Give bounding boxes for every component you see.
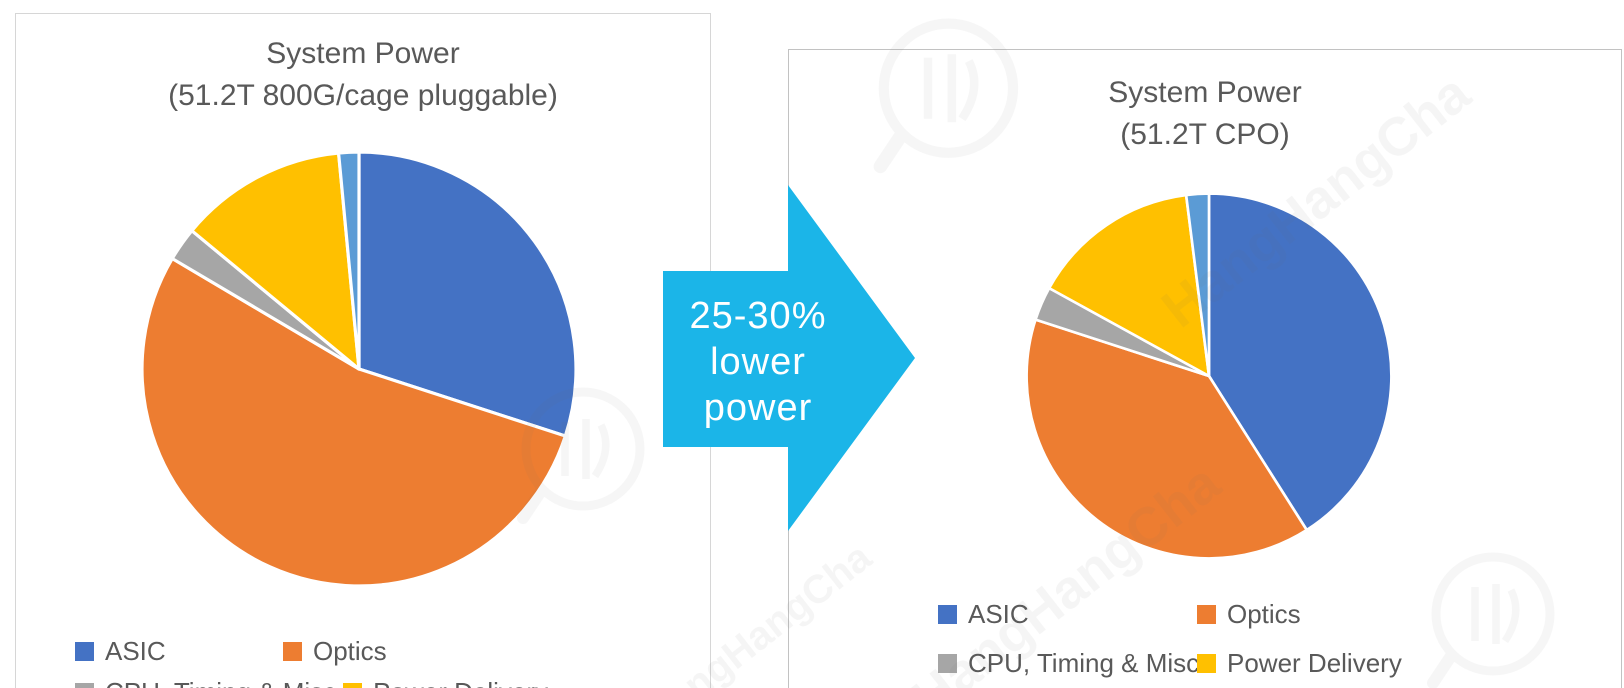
panel-cpo-chart: System Power (51.2T CPO) ASIC Optics CPU… (788, 49, 1622, 688)
legend-label-power-delivery: Power Delivery (373, 677, 548, 688)
arrow-shape (663, 185, 915, 531)
arrow-label-line2: lower (710, 341, 806, 383)
legend-item-cpu-timing-misc: CPU, Timing & Misc (938, 648, 1199, 679)
legend-label-cpu-timing-misc: CPU, Timing & Misc (105, 677, 336, 688)
legend-item-asic: ASIC (938, 599, 1029, 630)
lower-power-arrow (663, 185, 915, 531)
legend-label-optics: Optics (313, 636, 387, 666)
legend-item-cpu-timing-misc: CPU, Timing & Misc (75, 677, 336, 688)
pie-slice-unlabeled (337, 150, 361, 371)
legend-swatch-asic (75, 642, 94, 661)
pie-chart-cpo (1025, 192, 1393, 560)
pie-slice-asic (357, 150, 578, 438)
pie-slice-optics (140, 256, 567, 588)
legend-item-asic: ASIC (75, 636, 166, 667)
legend-label-power-delivery: Power Delivery (1227, 648, 1402, 678)
chart-title-pluggable: System Power (51.2T 800G/cage pluggable) (16, 33, 710, 117)
arrow-label-line1: 25-30% (689, 295, 827, 337)
chart-title-pluggable-line2: (51.2T 800G/cage pluggable) (168, 79, 558, 112)
legend-item-power-delivery: Power Delivery (343, 677, 548, 688)
pie-slice-power-delivery (190, 151, 361, 371)
pie-slice-power-delivery (1047, 193, 1211, 378)
chart-title-pluggable-line1: System Power (266, 37, 460, 70)
pie-chart-pluggable (140, 150, 578, 588)
legend-label-asic: ASIC (105, 636, 166, 666)
legend-swatch-optics (1197, 605, 1216, 624)
legend-swatch-power-delivery (343, 683, 363, 688)
legend-swatch-asic (938, 605, 957, 624)
chart-title-cpo-line2: (51.2T CPO) (1120, 118, 1290, 151)
legend-swatch-cpu-timing-misc (938, 654, 957, 673)
legend-label-cpu-timing-misc: CPU, Timing & Misc (968, 648, 1200, 678)
legend-item-power-delivery: Power Delivery (1197, 648, 1402, 679)
pie-slice-optics (1025, 318, 1309, 560)
arrow-label: 25-30% lower power (662, 293, 854, 431)
legend-label-optics: Optics (1227, 599, 1301, 629)
arrow-label-line3: power (703, 387, 813, 429)
legend-swatch-power-delivery (1197, 654, 1216, 673)
legend-label-asic: ASIC (968, 599, 1029, 629)
legend-item-optics: Optics (283, 636, 387, 667)
legend-swatch-cpu-timing-misc (75, 683, 94, 688)
legend-row-2: CPU, Timing & Misc Power Delivery (75, 677, 548, 688)
panel-pluggable-chart: System Power (51.2T 800G/cage pluggable)… (15, 13, 711, 688)
legend-item-optics: Optics (1197, 599, 1301, 630)
chart-title-cpo-line1: System Power (1108, 76, 1302, 109)
legend-swatch-optics (283, 642, 302, 661)
pie-slice-unlabeled (1184, 192, 1211, 378)
chart-title-cpo: System Power (51.2T CPO) (789, 72, 1621, 156)
